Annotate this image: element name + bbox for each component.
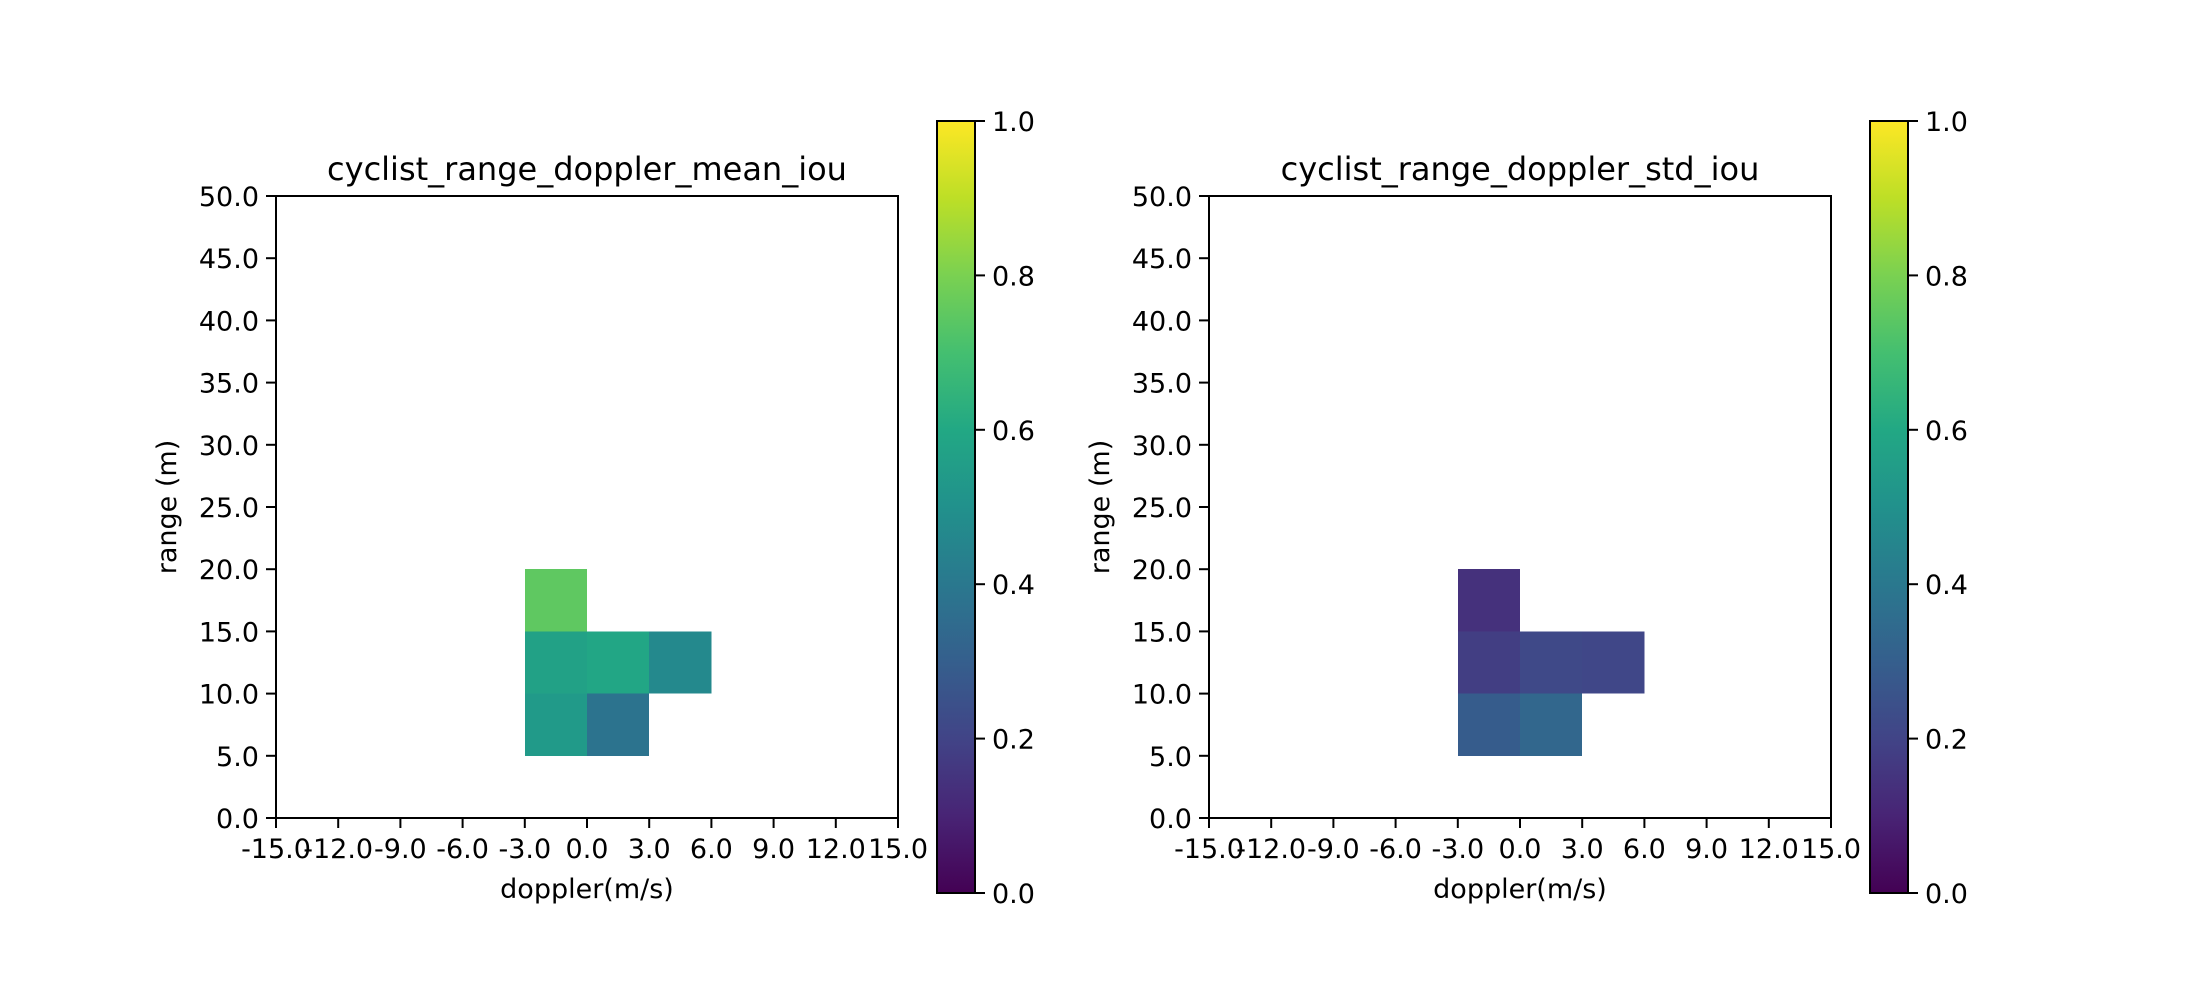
colorbar-tick-label: 0.8	[992, 261, 1035, 292]
x-tick-label: -9.0	[374, 834, 427, 865]
x-axis-label: doppler(m/s)	[1433, 874, 1607, 905]
heatmap-cell	[1520, 693, 1583, 756]
y-tick-label: 15.0	[199, 617, 259, 648]
y-tick-label: 35.0	[1132, 369, 1192, 400]
x-tick-label: 3.0	[628, 834, 671, 865]
x-tick-label: 15.0	[868, 834, 928, 865]
colorbar-frame	[936, 120, 976, 894]
colorbar-gradient	[1870, 121, 1908, 893]
y-tick-label: 5.0	[216, 742, 259, 773]
x-tick-label: -15.0	[241, 834, 311, 865]
y-tick-label: 15.0	[1132, 617, 1192, 648]
y-tick-label: 25.0	[199, 493, 259, 524]
x-tick-label: -3.0	[1431, 834, 1484, 865]
colorbar-tick-label: 0.2	[992, 725, 1035, 756]
colorbar-tick-label: 0.0	[1925, 879, 1968, 910]
y-tick-label: 45.0	[199, 244, 259, 275]
heatmap-cell	[587, 631, 650, 694]
x-tick-label: 15.0	[1801, 834, 1861, 865]
colorbar-tick-label: 0.6	[1925, 416, 1968, 447]
x-tick-label: -9.0	[1307, 834, 1360, 865]
x-tick-label: -15.0	[1174, 834, 1244, 865]
x-tick-label: 0.0	[1499, 834, 1542, 865]
colorbar-frame	[1869, 120, 1909, 894]
y-tick-label: 40.0	[1132, 306, 1192, 337]
heatmap-panel-mean-iou: -15.0-12.0 -9.0 -6.0 -3.0 0.0 3.0 6.0 9.0 12.0 15…	[152, 107, 1035, 910]
y-tick-label: 40.0	[199, 306, 259, 337]
x-tick-label: -6.0	[436, 834, 489, 865]
y-tick-label: 5.0	[1149, 742, 1192, 773]
colorbar-tick-label: 1.0	[992, 107, 1035, 138]
heatmap-panel-std-iou: -15.0-12.0 -9.0 -6.0 -3.0 0.0 3.0 6.0 9.0 12.0 15…	[1085, 107, 1968, 910]
y-tick-label: 10.0	[1132, 680, 1192, 711]
y-tick-label: 30.0	[199, 431, 259, 462]
x-tick-label: 9.0	[752, 834, 795, 865]
chart-title: cyclist_range_doppler_std_iou	[1281, 150, 1760, 188]
y-axis-label: range (m)	[152, 440, 183, 574]
x-tick-label: -12.0	[1236, 834, 1306, 865]
y-tick-label: 50.0	[1132, 182, 1192, 213]
colorbar-tick-label: 1.0	[1925, 107, 1968, 138]
y-tick-label: 45.0	[1132, 244, 1192, 275]
y-tick-label: 30.0	[1132, 431, 1192, 462]
heatmap-cell	[524, 631, 587, 694]
heatmap-cell	[1457, 569, 1520, 632]
heatmap-cell	[1457, 631, 1520, 694]
heatmap-cell	[524, 569, 587, 632]
colorbar-tick-label: 0.0	[992, 879, 1035, 910]
x-tick-label: 3.0	[1561, 834, 1604, 865]
y-tick-label: 20.0	[199, 555, 259, 586]
y-axis-label: range (m)	[1085, 440, 1116, 574]
x-tick-label: -3.0	[498, 834, 551, 865]
y-tick-label: 35.0	[199, 369, 259, 400]
y-tick-label: 10.0	[199, 680, 259, 711]
colorbar-tick-label: 0.8	[1925, 261, 1968, 292]
x-tick-label: 12.0	[806, 834, 866, 865]
y-tick-label: 0.0	[216, 804, 259, 835]
y-tick-label: 20.0	[1132, 555, 1192, 586]
x-tick-label: -12.0	[303, 834, 373, 865]
heatmap-cell	[524, 693, 587, 756]
colorbar-tick-label: 0.2	[1925, 725, 1968, 756]
colorbar-tick-label: 0.6	[992, 416, 1035, 447]
x-axis-label: doppler(m/s)	[500, 874, 674, 905]
colorbar-gradient	[937, 121, 975, 893]
heatmap-cell	[1457, 693, 1520, 756]
x-tick-label: -6.0	[1369, 834, 1422, 865]
x-tick-label: 6.0	[690, 834, 733, 865]
heatmap-cell	[1582, 631, 1645, 694]
x-tick-label: 0.0	[566, 834, 609, 865]
y-tick-label: 25.0	[1132, 493, 1192, 524]
heatmap-cell	[1520, 631, 1583, 694]
x-tick-label: 12.0	[1739, 834, 1799, 865]
colorbar-tick-label: 0.4	[992, 570, 1035, 601]
y-tick-label: 50.0	[199, 182, 259, 213]
heatmap-cell	[649, 631, 712, 694]
x-tick-label: 9.0	[1685, 834, 1728, 865]
chart-title: cyclist_range_doppler_mean_iou	[327, 150, 847, 188]
colorbar-tick-label: 0.4	[1925, 570, 1968, 601]
y-tick-label: 0.0	[1149, 804, 1192, 835]
x-tick-label: 6.0	[1623, 834, 1666, 865]
heatmap-cell	[587, 693, 650, 756]
